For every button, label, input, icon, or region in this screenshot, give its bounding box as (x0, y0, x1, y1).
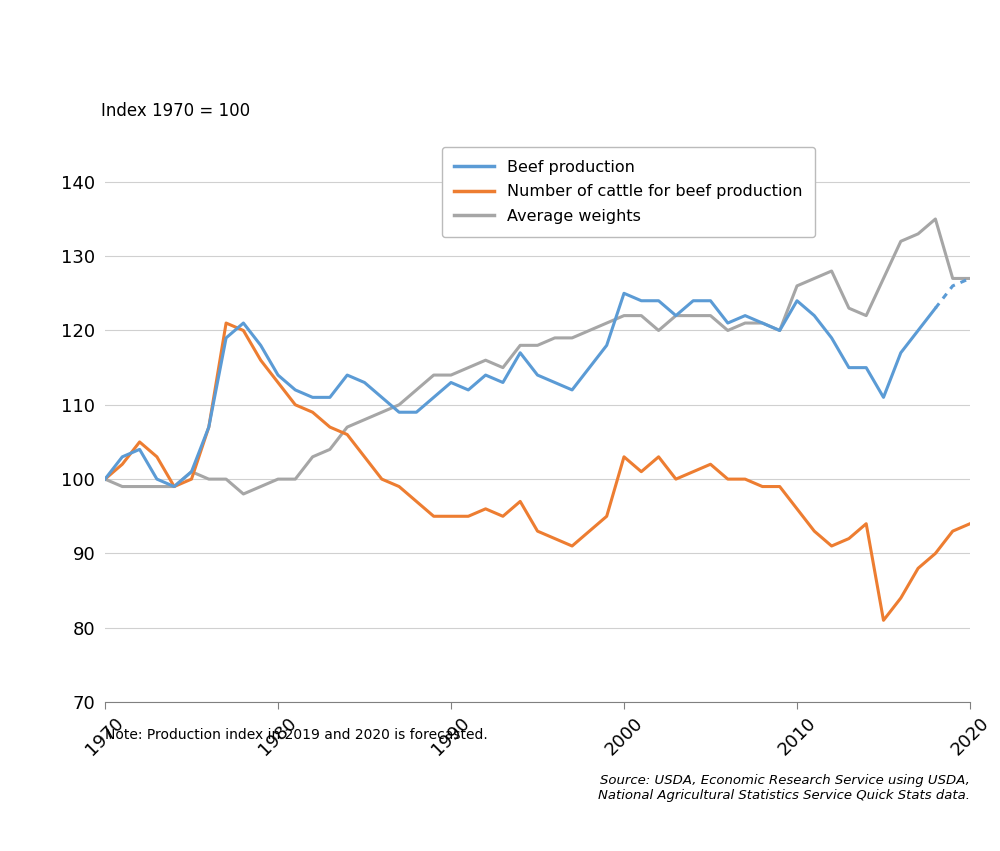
Text: Index of Beef Production, Cattle for Beef: Index of Beef Production, Cattle for Bee… (150, 31, 850, 60)
Text: Note: Production index in 2019 and 2020 is forecasted.: Note: Production index in 2019 and 2020 … (105, 728, 488, 741)
Text: Index 1970 = 100: Index 1970 = 100 (101, 101, 250, 120)
Legend: Beef production, Number of cattle for beef production, Average weights: Beef production, Number of cattle for be… (442, 147, 815, 237)
Text: & Average Cattle Weight – 1970-2020: & Average Cattle Weight – 1970-2020 (178, 84, 822, 113)
Text: Source: USDA, Economic Research Service using USDA,
National Agricultural Statis: Source: USDA, Economic Research Service … (598, 774, 970, 802)
